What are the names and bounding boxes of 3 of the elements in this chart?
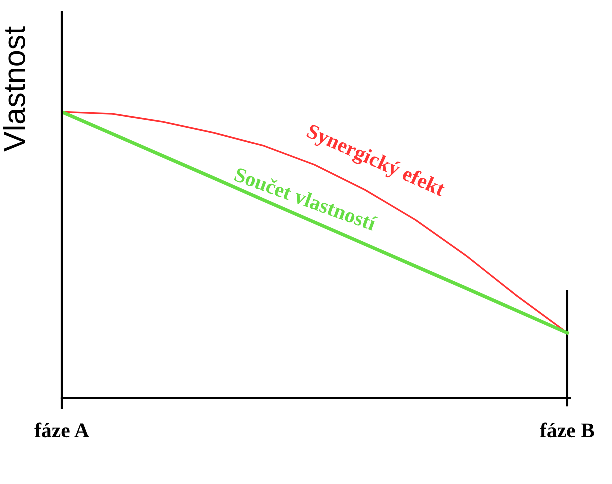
y-axis-title: Vlastnost bbox=[3, 26, 26, 152]
x-tick-label: fáze A bbox=[34, 422, 90, 438]
x-tick-label: fáze B bbox=[540, 422, 594, 438]
